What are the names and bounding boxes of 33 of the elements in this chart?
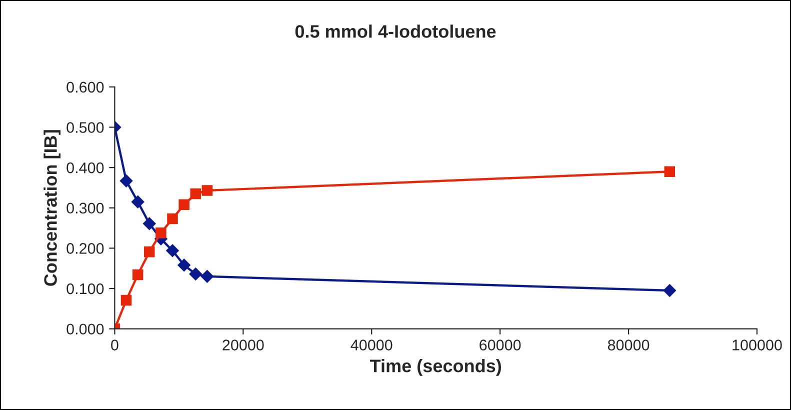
point	[167, 213, 178, 224]
point	[144, 246, 155, 258]
chart-title: 0.5 mmol 4-Iodotoluene	[295, 24, 496, 38]
point	[132, 269, 144, 280]
point	[200, 270, 214, 283]
y-tick-label: 0.600	[66, 82, 104, 93]
point	[166, 244, 179, 258]
point	[663, 284, 676, 297]
point	[120, 174, 133, 188]
x-tick-label: 60000	[480, 340, 521, 350]
x-axis-title: Time (seconds)	[370, 359, 502, 376]
y-tick-label: 0.300	[66, 202, 104, 214]
y-tick-label: 0.500	[66, 122, 104, 133]
point	[178, 258, 190, 272]
point	[131, 195, 144, 208]
x-tick-label: 80000	[608, 340, 650, 350]
x-tick-label: 100000	[732, 340, 782, 350]
point	[190, 188, 202, 200]
point	[142, 217, 156, 230]
y-axis-title: Concentration [IB]	[44, 130, 60, 286]
point	[664, 166, 676, 177]
point	[156, 227, 166, 238]
x-tick-label: 40000	[350, 340, 392, 350]
point	[178, 199, 190, 210]
y-tick-label: 0.400	[66, 162, 104, 174]
y-tick-label: 0.100	[66, 283, 104, 294]
x-tick-label: 0	[111, 340, 118, 350]
y-tick-label: 0.200	[66, 243, 104, 254]
point	[189, 268, 202, 280]
x-tick-label: 20000	[222, 340, 264, 350]
point	[202, 185, 213, 196]
y-tick-label: 0.000	[66, 324, 104, 335]
point	[120, 294, 132, 306]
